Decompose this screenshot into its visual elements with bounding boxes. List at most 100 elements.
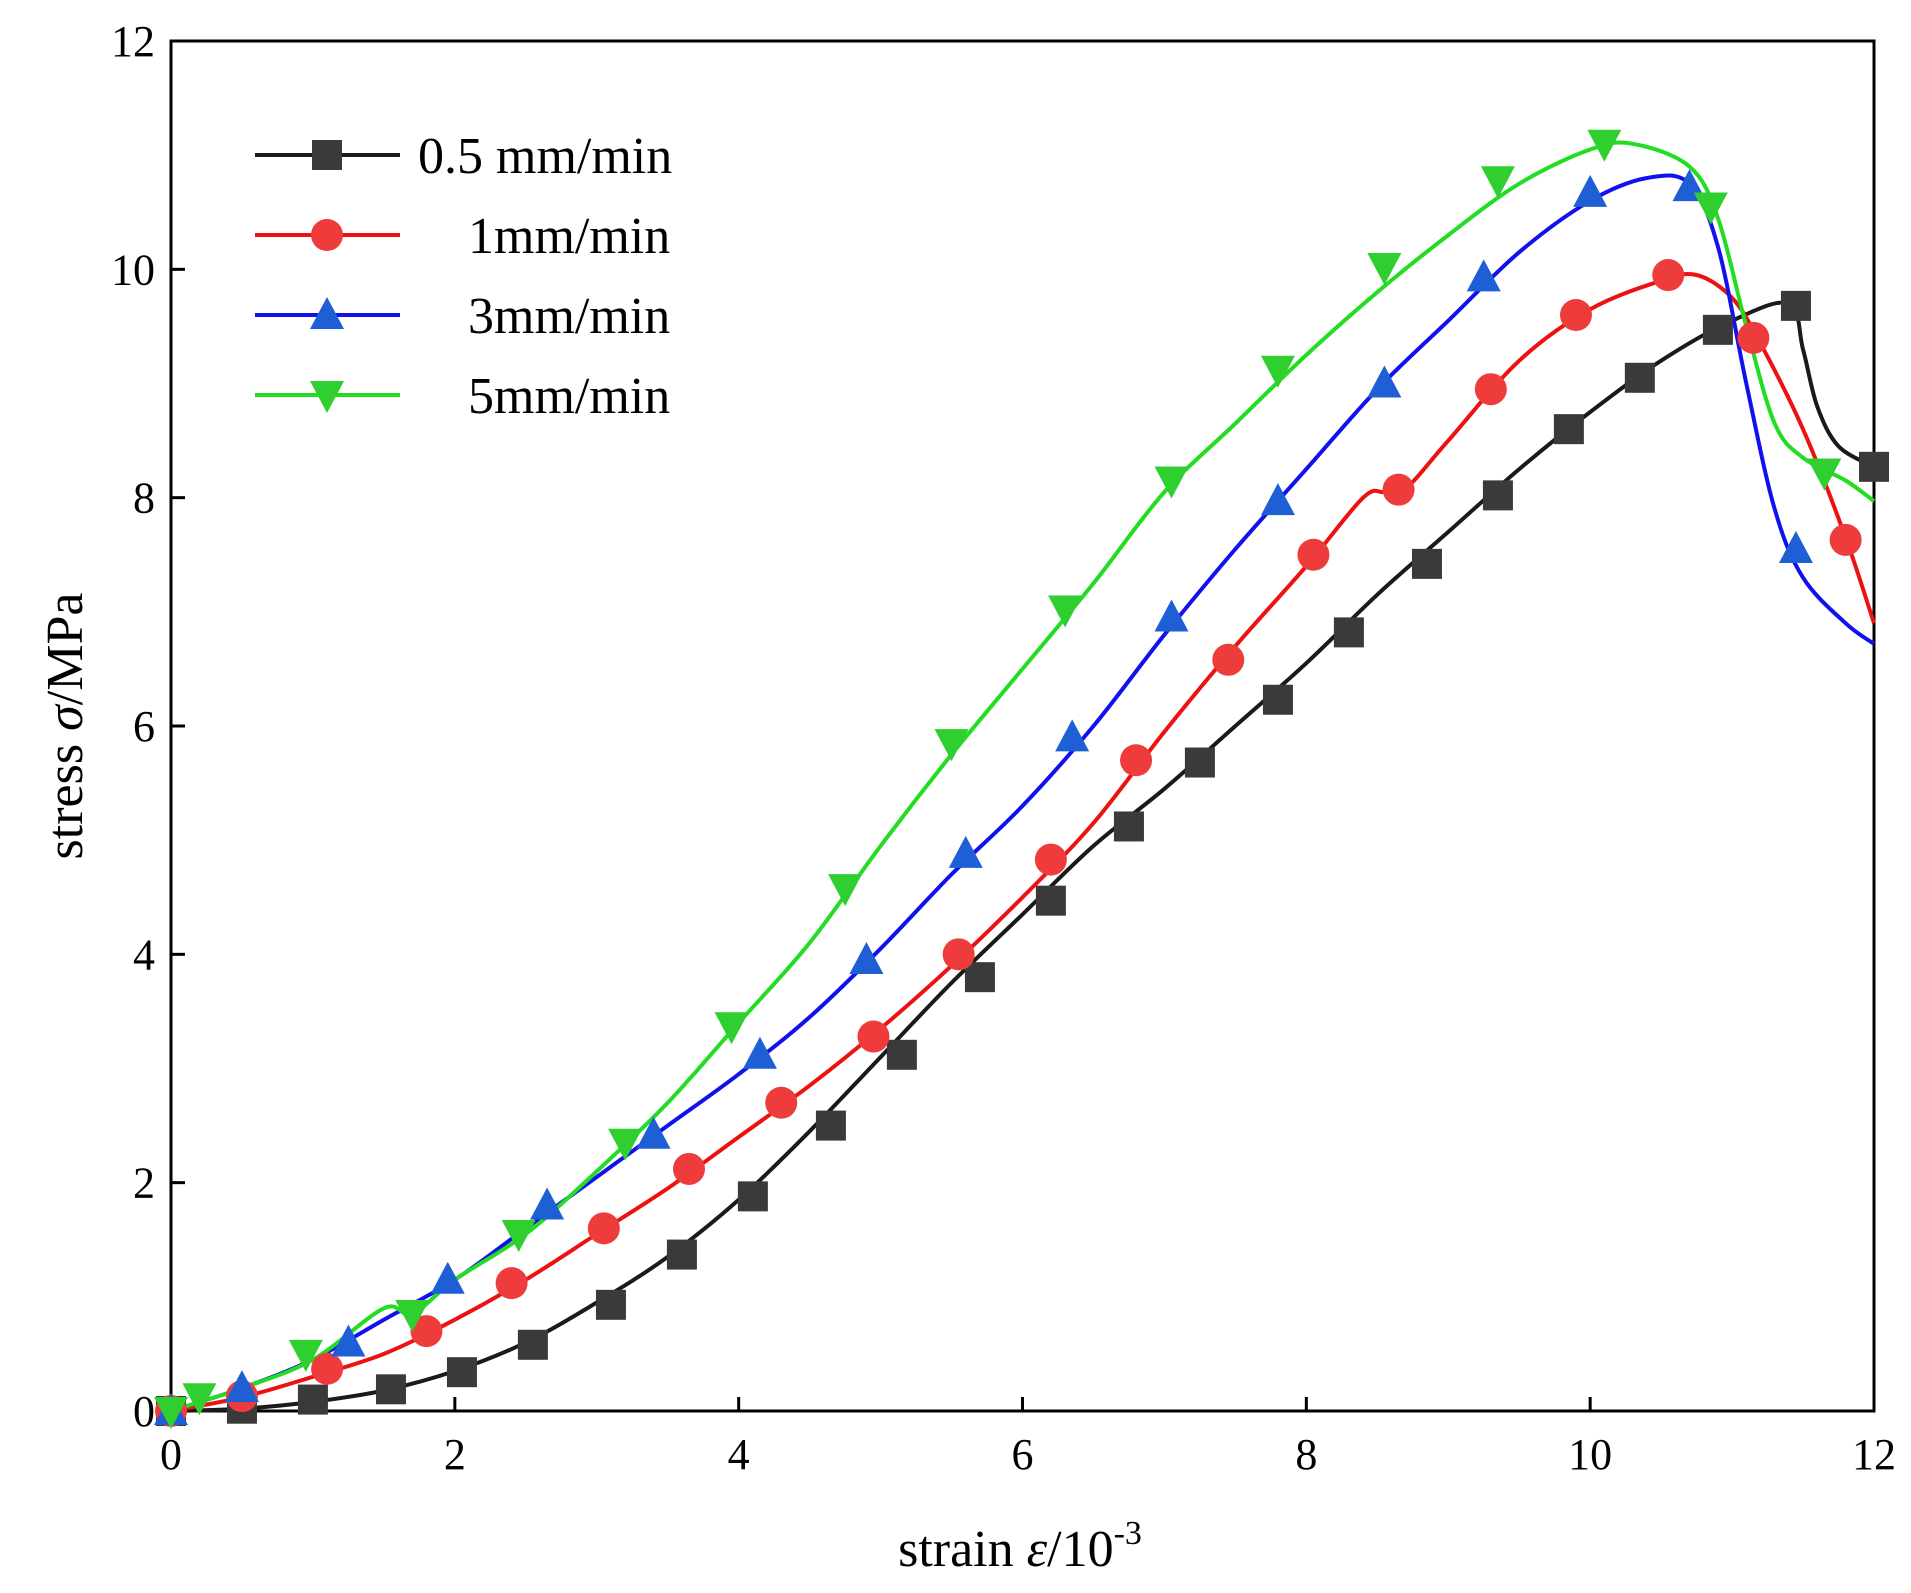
legend-marker bbox=[312, 140, 342, 170]
data-point-series-3 bbox=[1367, 253, 1402, 286]
data-point-series-1 bbox=[857, 1020, 890, 1053]
data-point-series-3 bbox=[828, 874, 863, 907]
data-point-series-0 bbox=[1035, 885, 1066, 916]
data-point-series-0 bbox=[595, 1289, 626, 1320]
plot-area-frame bbox=[169, 39, 1876, 1413]
data-point-series-2 bbox=[1367, 365, 1402, 398]
data-point-series-0 bbox=[1624, 362, 1655, 393]
data-point-series-2 bbox=[430, 1261, 465, 1294]
data-point-series-0 bbox=[1333, 617, 1364, 648]
data-point-series-3 bbox=[154, 1397, 188, 1429]
data-point-series-1 bbox=[311, 1352, 344, 1385]
data-point-series-0 bbox=[1553, 414, 1584, 445]
data-point-series-1 bbox=[1829, 523, 1862, 556]
data-point-series-3 bbox=[182, 1383, 217, 1416]
x-axis-title-suffix: /10 bbox=[1047, 1521, 1113, 1578]
x-axis-title-symbol: ε bbox=[1027, 1521, 1048, 1578]
data-point-series-2 bbox=[1573, 174, 1608, 207]
x-tick-label: 4 bbox=[728, 1430, 750, 1479]
data-point-series-1 bbox=[1297, 538, 1330, 571]
legend-marker bbox=[310, 381, 344, 413]
data-point-series-1 bbox=[942, 938, 975, 971]
data-point-series-3 bbox=[1807, 458, 1842, 491]
y-tick-label: 8 bbox=[133, 474, 155, 523]
data-point-series-0 bbox=[517, 1329, 548, 1360]
y-axis-title-prefix: stress bbox=[37, 731, 94, 860]
data-point-series-1 bbox=[1212, 643, 1245, 676]
y-tick-label: 2 bbox=[133, 1159, 155, 1208]
data-point-series-2 bbox=[1055, 719, 1090, 752]
data-point-series-2 bbox=[636, 1116, 671, 1149]
y-tick-label: 0 bbox=[133, 1387, 155, 1436]
data-point-series-1 bbox=[1382, 473, 1415, 506]
data-point-series-0 bbox=[737, 1181, 768, 1212]
data-point-series-1 bbox=[1652, 259, 1685, 292]
x-tick-label: 10 bbox=[1568, 1430, 1612, 1479]
y-tick-label: 6 bbox=[133, 702, 155, 751]
data-point-series-2 bbox=[948, 835, 983, 868]
legend-marker bbox=[311, 219, 343, 251]
x-axis-title-prefix: strain bbox=[898, 1521, 1027, 1578]
data-point-series-3 bbox=[1260, 355, 1295, 388]
data-point-series-2 bbox=[224, 1370, 259, 1403]
data-point-series-1 bbox=[1737, 321, 1770, 354]
legend-label: 5mm/min bbox=[468, 368, 670, 425]
data-point-series-0 bbox=[1411, 548, 1442, 579]
data-point-series-0 bbox=[1482, 480, 1513, 511]
y-axis-title: stress σ/MPa bbox=[37, 593, 94, 860]
x-axis-title-superscript: -3 bbox=[1114, 1515, 1142, 1552]
data-point-series-1 bbox=[1034, 843, 1067, 876]
x-tick-label: 6 bbox=[1012, 1430, 1034, 1479]
data-point-series-0 bbox=[1702, 314, 1733, 345]
data-point-series-0 bbox=[1113, 811, 1144, 842]
data-point-series-3 bbox=[288, 1339, 323, 1372]
data-point-series-2 bbox=[742, 1036, 777, 1069]
y-tick-label: 4 bbox=[133, 930, 155, 979]
legend-label: 3mm/min bbox=[468, 288, 670, 345]
data-point-series-0 bbox=[964, 962, 995, 993]
legend-label: 0.5 mm/min bbox=[418, 128, 672, 185]
series-line-3 bbox=[170, 140, 1876, 1413]
x-axis-title: strain ε/10-3 bbox=[898, 1515, 1142, 1578]
data-point-series-3 bbox=[608, 1128, 643, 1161]
data-point-series-0 bbox=[1184, 747, 1215, 778]
data-point-series-2 bbox=[331, 1324, 366, 1357]
data-point-series-0 bbox=[446, 1357, 477, 1388]
data-point-series-0 bbox=[375, 1374, 406, 1405]
data-point-series-1 bbox=[765, 1086, 798, 1119]
y-axis-title-symbol: σ bbox=[37, 703, 94, 731]
y-tick-label: 10 bbox=[111, 245, 155, 294]
axis-ticks: 0 2 4 6 8 10 12 0 2 4 6 8 10 12 bbox=[111, 17, 1896, 1479]
data-point-series-0 bbox=[1859, 451, 1889, 482]
data-point-series-3 bbox=[1587, 129, 1622, 162]
data-point-series-1 bbox=[410, 1315, 443, 1348]
data-point-series-1 bbox=[587, 1212, 620, 1245]
data-point-series-0 bbox=[886, 1039, 917, 1070]
x-tick-label: 2 bbox=[444, 1430, 466, 1479]
series-markers bbox=[154, 129, 1889, 1429]
data-point-series-3 bbox=[501, 1220, 536, 1253]
data-point-series-0 bbox=[1780, 290, 1811, 321]
data-point-series-2 bbox=[1778, 531, 1813, 564]
y-tick-label: 12 bbox=[111, 17, 155, 66]
data-point-series-2 bbox=[849, 942, 884, 975]
data-point-series-1 bbox=[1474, 373, 1507, 406]
legend-label: 1mm/min bbox=[468, 208, 670, 265]
data-point-series-3 bbox=[1154, 466, 1189, 499]
data-point-series-1 bbox=[1559, 299, 1592, 331]
data-point-series-0 bbox=[815, 1110, 846, 1141]
data-point-series-0 bbox=[297, 1384, 328, 1415]
data-point-series-2 bbox=[1260, 483, 1295, 516]
data-point-series-1 bbox=[672, 1152, 705, 1185]
x-tick-label: 0 bbox=[160, 1430, 182, 1479]
legend-marker bbox=[310, 297, 344, 329]
data-point-series-3 bbox=[934, 729, 969, 762]
data-point-series-3 bbox=[714, 1012, 749, 1045]
data-point-series-3 bbox=[1480, 166, 1515, 199]
data-point-series-2 bbox=[530, 1187, 565, 1220]
data-point-series-2 bbox=[1466, 259, 1501, 292]
data-point-series-3 bbox=[1693, 192, 1728, 225]
data-point-series-1 bbox=[1120, 744, 1153, 777]
data-point-series-0 bbox=[666, 1239, 697, 1270]
